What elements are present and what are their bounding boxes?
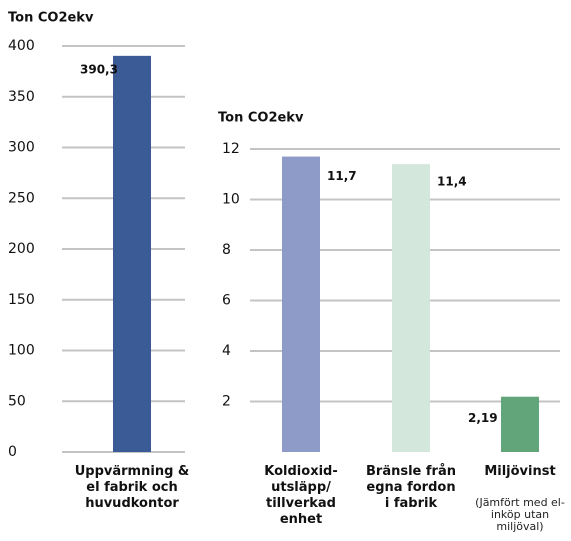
value-label: 2,19 — [468, 411, 498, 425]
y-axis-title: Ton CO2ekv — [218, 111, 304, 126]
bar — [282, 156, 320, 452]
bar — [113, 55, 151, 453]
value-label: 11,7 — [327, 169, 357, 183]
x-tick-label: Koldioxid-utsläpp/ tillverkad enhet — [264, 464, 338, 527]
y-tick-label: 10 — [222, 192, 240, 208]
y-tick-label: 0 — [8, 444, 17, 460]
value-label: 11,4 — [437, 175, 467, 189]
y-tick-label: 100 — [8, 343, 35, 359]
y-axis-title: Ton CO2ekv — [8, 11, 94, 26]
y-tick-label: 50 — [8, 393, 26, 409]
x-tick-label: Bränsle från egna fordon i fabrik — [366, 464, 456, 511]
y-tick-label: 8 — [222, 242, 231, 258]
bar — [392, 164, 430, 452]
y-tick-label: 2 — [222, 394, 231, 410]
y-tick-label: 12 — [222, 141, 240, 157]
x-tick-label: Miljövinst — [484, 464, 556, 479]
y-tick-label: 250 — [8, 190, 35, 206]
y-tick-label: 4 — [222, 343, 231, 359]
value-label: 390,3 — [80, 62, 118, 76]
annotation: (Jämfört med el-inköp utan miljöval) — [475, 496, 565, 533]
y-tick-label: 400 — [8, 38, 35, 54]
y-tick-label: 350 — [8, 89, 35, 105]
x-tick-label: Uppvärmning & el fabrik och huvudkontor — [74, 464, 190, 511]
y-tick-label: 200 — [8, 241, 35, 257]
y-tick-label: 150 — [8, 292, 35, 308]
y-tick-label: 6 — [222, 293, 231, 309]
bar — [501, 396, 539, 452]
y-tick-label: 300 — [8, 140, 35, 156]
